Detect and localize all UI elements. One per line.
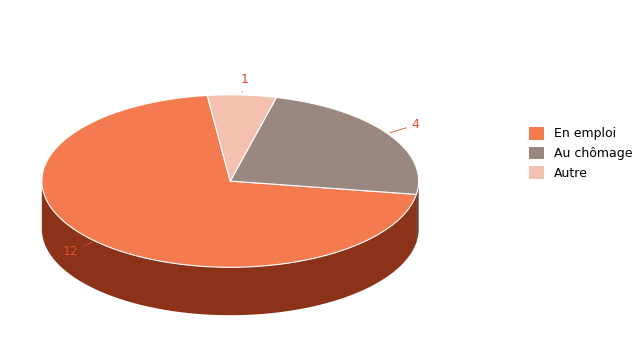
Legend: En emploi, Au chômage, Autre: En emploi, Au chômage, Autre xyxy=(522,120,639,186)
Polygon shape xyxy=(230,98,419,194)
Polygon shape xyxy=(207,95,276,181)
Text: 4: 4 xyxy=(390,118,420,133)
Polygon shape xyxy=(42,96,417,267)
Polygon shape xyxy=(230,181,417,242)
Polygon shape xyxy=(417,182,419,242)
Polygon shape xyxy=(230,181,417,242)
Text: 1: 1 xyxy=(240,73,248,92)
Polygon shape xyxy=(42,181,417,315)
Text: 12: 12 xyxy=(63,242,92,258)
